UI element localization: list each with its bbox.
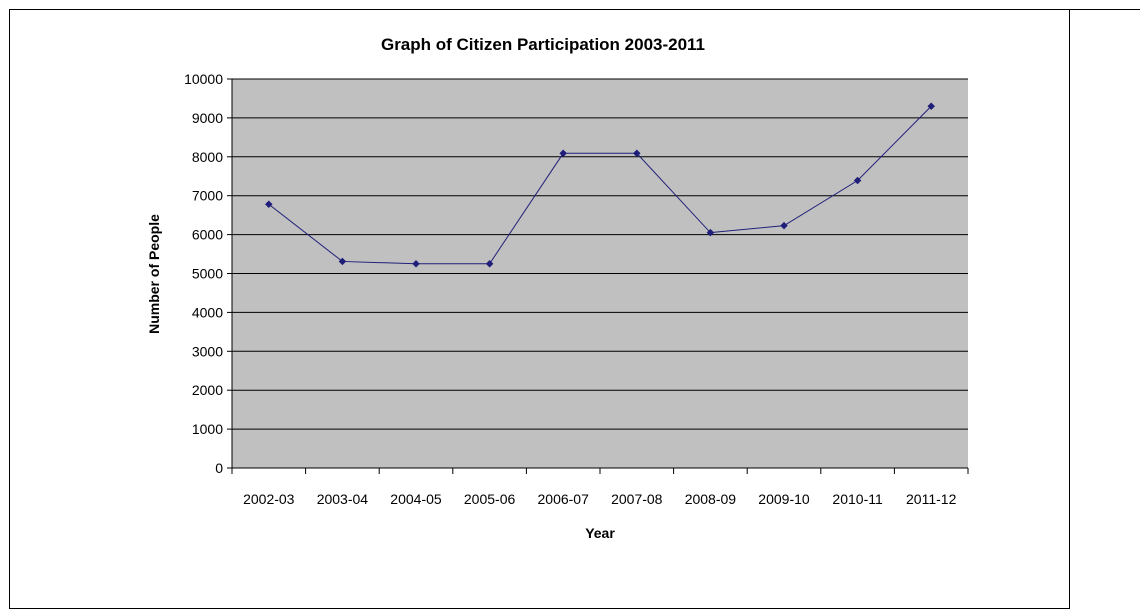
data-point-2010-11 [853, 176, 862, 185]
y-tick-label-8000: 8000 [192, 149, 223, 165]
y-tick-label-2000: 2000 [192, 382, 223, 398]
x-tick-label-2009-10: 2009-10 [758, 491, 810, 507]
chart-title: Graph of Citizen Participation 2003-2011 [381, 35, 705, 54]
y-tick-label-1000: 1000 [192, 421, 223, 437]
x-tick-label-2011-12: 2011-12 [906, 491, 957, 507]
x-tick-label-2008-09: 2008-09 [685, 491, 737, 507]
data-point-2005-06 [485, 259, 494, 268]
data-point-2007-08 [632, 149, 641, 158]
data-point-2002-03 [264, 200, 273, 209]
data-point-2006-07 [559, 149, 568, 158]
y-tick-label-6000: 6000 [192, 227, 223, 243]
y-tick-label-0: 0 [215, 460, 223, 476]
x-tick-label-2010-11: 2010-11 [832, 491, 883, 507]
y-tick-label-9000: 9000 [192, 110, 223, 126]
x-tick-label-2004-05: 2004-05 [390, 491, 442, 507]
x-axis-title: Year [585, 525, 615, 541]
y-tick-label-4000: 4000 [192, 304, 223, 320]
y-tick-label-3000: 3000 [192, 343, 223, 359]
y-tick-label-5000: 5000 [192, 266, 223, 282]
data-point-2011-12 [927, 102, 936, 111]
frame-top-border-extension [1070, 9, 1140, 10]
plot-area-group: 0 1000 2000 3000 4000 5000 6000 7000 8000 9000 100… [184, 71, 969, 507]
data-point-2009-10 [780, 221, 788, 230]
data-point-2004-05 [412, 259, 420, 268]
x-tick-label-2002-03: 2002-03 [243, 491, 295, 507]
x-tick-label-2005-06: 2005-06 [464, 491, 516, 507]
x-tick-label-2007-08: 2007-08 [611, 491, 663, 507]
y-tick-label-10000: 10000 [184, 71, 223, 87]
series-line-0 [268, 105, 932, 265]
y-axis-title: Number of People [146, 214, 162, 334]
y-tick-label-7000: 7000 [192, 188, 223, 204]
line-chart: Graph of Citizen Participation 2003-2011… [146, 35, 969, 541]
x-tick-label-2006-07: 2006-07 [538, 491, 590, 507]
data-point-2008-09 [706, 228, 715, 237]
x-tick-label-2003-04: 2003-04 [317, 491, 369, 507]
data-point-2003-04 [338, 257, 347, 266]
